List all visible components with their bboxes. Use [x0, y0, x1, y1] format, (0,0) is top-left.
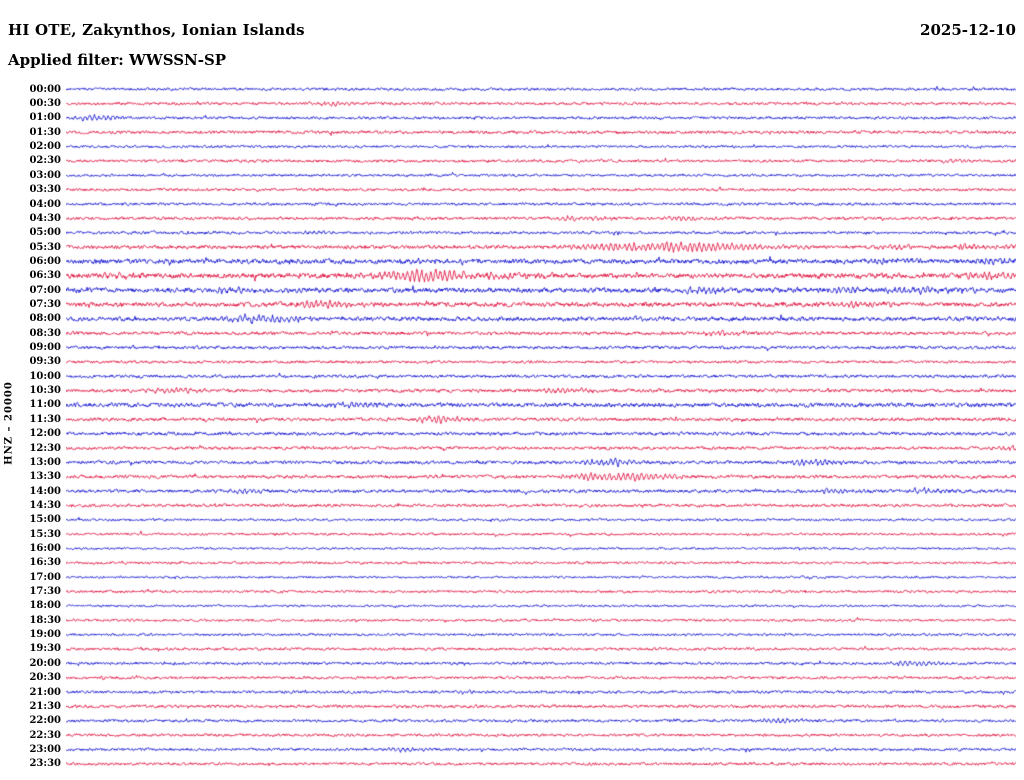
trace-time-label: 23:30 [29, 758, 61, 770]
trace-time-label: 16:00 [29, 543, 61, 554]
trace-time-label: 04:30 [29, 212, 61, 224]
trace-time-label: 18:00 [29, 600, 61, 612]
trace-time-label: 13:30 [29, 471, 61, 483]
applied-filter-label: Applied filter: WWSSN-SP [8, 51, 227, 69]
trace-time-label: 08:30 [29, 327, 61, 339]
trace-time-label: 16:30 [29, 557, 61, 569]
trace-time-label: 14:00 [29, 485, 61, 497]
trace-time-label: 06:30 [29, 270, 61, 282]
trace-time-label: 23:00 [29, 743, 61, 755]
trace-time-label: 07:30 [29, 298, 61, 310]
trace-time-label: 20:30 [29, 672, 61, 684]
trace-time-label: 05:00 [29, 227, 61, 239]
helicorder-traces-canvas [66, 82, 1016, 771]
trace-time-label: 01:00 [29, 112, 61, 124]
trace-time-label: 09:00 [29, 342, 61, 354]
trace-time-label: 08:00 [29, 313, 61, 325]
trace-time-label: 21:30 [29, 700, 61, 712]
trace-time-label: 01:30 [29, 126, 61, 138]
trace-time-label: 09:30 [29, 356, 61, 368]
trace-time-label: 10:00 [29, 370, 61, 382]
trace-time-label: 21:00 [29, 686, 61, 698]
trace-time-label: 17:00 [29, 571, 61, 583]
trace-time-label: 02:00 [29, 141, 61, 153]
trace-time-label: 17:30 [29, 586, 61, 598]
trace-time-label: 19:00 [29, 629, 61, 641]
trace-time-label: 03:30 [29, 184, 61, 196]
trace-time-label: 14:30 [29, 499, 61, 511]
trace-time-label: 04:00 [29, 198, 61, 210]
trace-time-label: 07:00 [29, 284, 61, 296]
trace-time-label: 06:00 [29, 255, 61, 267]
trace-time-label: 03:00 [29, 169, 61, 181]
trace-time-label: 15:00 [29, 514, 61, 526]
trace-time-label: 05:30 [29, 241, 61, 253]
trace-time-label: 22:30 [29, 729, 61, 741]
trace-time-label: 15:30 [29, 528, 61, 540]
trace-time-label: 20:00 [29, 657, 61, 669]
station-title: HI OTE, Zakynthos, Ionian Islands [8, 21, 305, 39]
trace-time-label: 00:30 [29, 98, 61, 110]
trace-time-label: 02:30 [29, 155, 61, 167]
trace-time-label: 00:00 [29, 83, 61, 95]
channel-scale-label: HNZ – 20000 [3, 381, 15, 465]
trace-time-label: 19:30 [29, 643, 61, 655]
trace-time-label: 18:30 [29, 614, 61, 626]
record-date: 2025-12-10 [920, 21, 1016, 39]
trace-time-label: 22:00 [29, 715, 61, 727]
